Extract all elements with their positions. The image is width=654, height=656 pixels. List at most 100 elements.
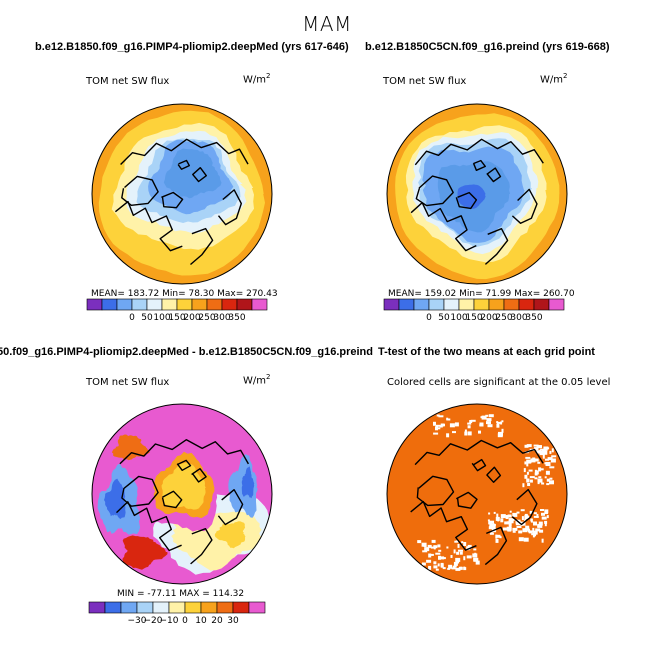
colorbar-top-right-swatch-7 (488, 298, 505, 311)
nonsignificant-cell (489, 520, 494, 524)
colorbar-bottom-left: −30−20−10 0 10 20 30 (88, 601, 266, 626)
coastline-bl-0 (119, 439, 250, 465)
nonsignificant-cell (512, 527, 518, 531)
colorbar-top-left-swatch-7 (191, 298, 208, 311)
colorbar-top-right-tick-label: 300 (510, 313, 527, 323)
colorbar-top-left-tick-label: 250 (198, 313, 215, 323)
nonsignificant-cell (438, 555, 441, 560)
colorbar-bottom-left-tick-label: −30 (128, 616, 147, 626)
nonsignificant-cell (421, 562, 426, 566)
nonsignificant-cell (423, 545, 427, 547)
nonsignificant-cell (456, 551, 460, 555)
nonsignificant-cell (551, 455, 557, 458)
nonsignificant-cell (529, 479, 533, 483)
colorbar-bottom-left-swatch-8 (216, 601, 234, 614)
nonsignificant-cell (523, 468, 526, 473)
nonsignificant-cell (536, 513, 539, 518)
nonsignificant-cell (428, 553, 432, 558)
nonsignificant-cell (524, 474, 528, 479)
nonsignificant-cell (542, 449, 547, 454)
nonsignificant-cell (524, 461, 527, 465)
coastline-br-2 (416, 475, 455, 507)
coastline-br-0 (414, 439, 544, 466)
significance-note: Colored cells are significant at the 0.0… (387, 377, 611, 388)
coastline-br-3 (455, 491, 478, 509)
colorbar-top-right-swatch-11 (548, 298, 565, 311)
nonsignificant-cell (433, 432, 439, 435)
nonsignificant-cell (522, 483, 525, 488)
nonsignificant-cell (507, 528, 512, 532)
variable-label-top-right: TOM net SW flux (383, 76, 467, 87)
panel-title-bottom-left: b.e12.B1850.f09_g16.PIMP4-pliomip2.deepM… (0, 346, 373, 358)
nonsignificant-cell (535, 528, 541, 532)
nonsignificant-cell (438, 549, 442, 552)
nonsignificant-cell (500, 514, 506, 519)
nonsignificant-cell (540, 509, 544, 511)
map-outline-top-right (386, 103, 568, 285)
field-contour-bl-11 (111, 434, 150, 461)
panel-title-top-right: b.e12.B1850C5CN.f09_g16.preind (yrs 619-… (365, 41, 610, 53)
field-contour-bl-10 (214, 521, 246, 549)
colorbar-bottom-left-tick-label: 30 (227, 616, 239, 626)
nonsignificant-cell (533, 512, 537, 515)
nonsignificant-cell (541, 538, 544, 543)
nonsignificant-cell (541, 516, 547, 520)
coastline-tr-4 (511, 188, 538, 224)
colorbar-top-right-swatch-9 (518, 298, 535, 311)
nonsignificant-cell (474, 552, 477, 557)
units-label-bottom-left: W/m2 (243, 373, 271, 387)
nonsignificant-cell (513, 513, 517, 517)
nonsignificant-cell (453, 561, 458, 566)
stats-top-right: MEAN= 159.02 Min= 71.99 Max= 260.70 (388, 289, 575, 299)
colorbar-top-left-swatch-1 (101, 298, 118, 311)
nonsignificant-cell (436, 414, 440, 417)
map-panel-top-right (387, 104, 567, 284)
nonsignificant-cell (442, 567, 446, 570)
nonsignificant-cell (545, 470, 550, 475)
colorbar-top-right-tick-label: 150 (465, 313, 482, 323)
nonsignificant-cell (493, 511, 496, 514)
nonsignificant-cell (521, 516, 524, 521)
nonsignificant-cell (549, 480, 554, 485)
colorbar-top-right-swatch-10 (533, 298, 550, 311)
colorbar-top-right-tick-label: 50 (438, 313, 450, 323)
nonsignificant-cell (435, 568, 439, 571)
nonsignificant-cell (527, 483, 531, 486)
nonsignificant-cell (528, 530, 533, 534)
nonsignificant-cell (518, 530, 523, 534)
colorbar-top-left-swatch-9 (221, 298, 238, 311)
nonsignificant-cell (458, 549, 463, 552)
nonsignificant-cell (550, 458, 556, 463)
nonsignificant-cell (475, 560, 480, 565)
nonsignificant-cell (466, 555, 472, 559)
nonsignificant-cell (504, 521, 510, 525)
nonsignificant-cell (451, 567, 456, 570)
stats-bottom-left: MIN = -77.11 MAX = 114.32 (117, 589, 245, 599)
coastline-tr-1 (410, 202, 477, 252)
coastline-tr-5 (484, 228, 509, 265)
nonsignificant-cell (501, 428, 504, 433)
nonsignificant-cell (496, 421, 499, 424)
nonsignificant-cell (496, 421, 501, 424)
colorbar-bottom-left-swatch-10 (248, 601, 266, 614)
nonsignificant-cell (488, 512, 491, 515)
nonsignificant-cell (422, 550, 428, 553)
nonsignificant-cell (537, 523, 543, 528)
nonsignificant-cell (542, 454, 545, 459)
coastline-tr-0 (414, 138, 544, 166)
nonsignificant-cell (467, 425, 471, 429)
nonsignificant-cell (544, 520, 548, 524)
colorbar-bottom-left-swatch-2 (120, 601, 138, 614)
nonsignificant-cell (538, 521, 543, 526)
nonsignificant-cell (545, 458, 549, 461)
nonsignificant-cell (487, 519, 490, 522)
map-panel-bottom-right (387, 404, 567, 584)
nonsignificant-cell (527, 478, 530, 483)
coastline-br-4 (511, 488, 538, 526)
nonsignificant-cell (526, 471, 529, 475)
colorbar-top-right-tick-label: 350 (525, 313, 542, 323)
nonsignificant-cell (454, 422, 459, 427)
colorbar-top-right-tick-label: 250 (495, 313, 512, 323)
nonsignificant-cell (524, 519, 527, 522)
